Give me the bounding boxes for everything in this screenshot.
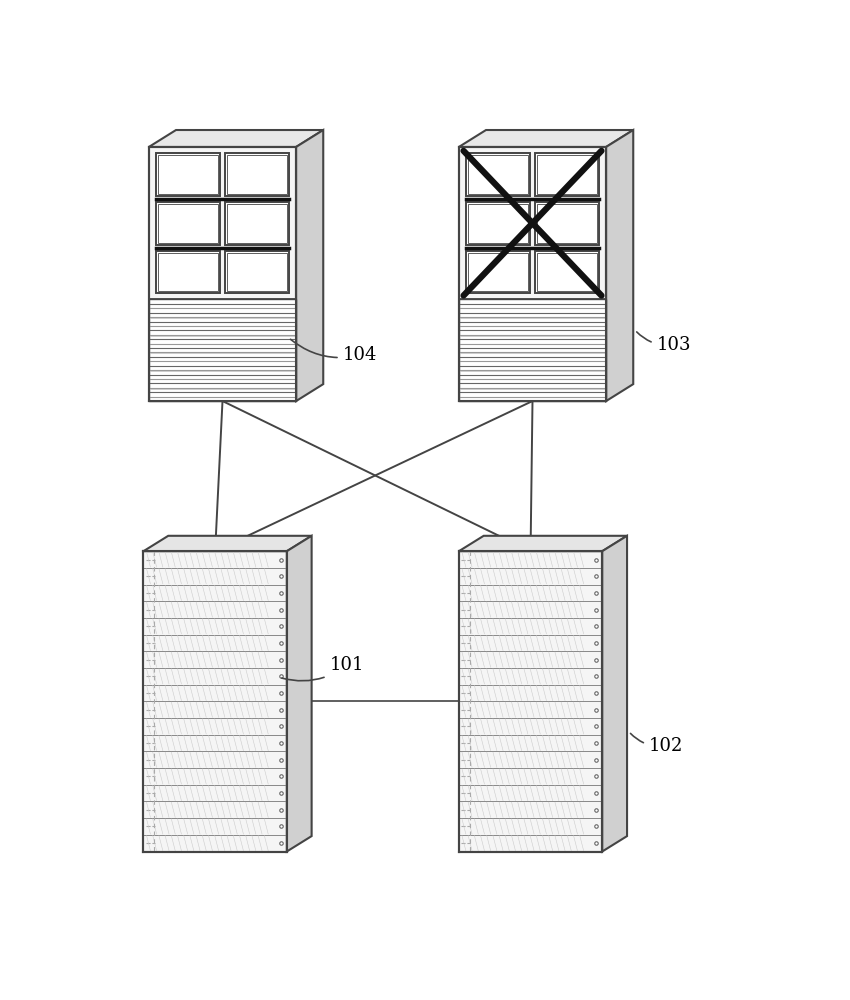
Polygon shape <box>467 251 530 293</box>
Polygon shape <box>459 551 603 852</box>
Polygon shape <box>144 536 312 551</box>
Text: 103: 103 <box>637 332 691 354</box>
Polygon shape <box>149 299 296 401</box>
Polygon shape <box>459 147 606 401</box>
Polygon shape <box>156 251 219 293</box>
Polygon shape <box>459 536 627 551</box>
Polygon shape <box>467 153 530 196</box>
Polygon shape <box>228 204 286 243</box>
Polygon shape <box>158 253 218 291</box>
Polygon shape <box>537 204 597 243</box>
Text: 101: 101 <box>281 656 364 681</box>
Polygon shape <box>536 153 598 196</box>
Polygon shape <box>228 155 286 194</box>
Polygon shape <box>225 153 289 196</box>
Polygon shape <box>144 551 286 852</box>
Polygon shape <box>606 130 633 401</box>
Polygon shape <box>296 130 323 401</box>
Polygon shape <box>149 130 323 147</box>
Polygon shape <box>468 253 528 291</box>
Polygon shape <box>156 202 219 245</box>
Polygon shape <box>158 204 218 243</box>
Polygon shape <box>149 147 296 401</box>
Polygon shape <box>536 251 598 293</box>
Polygon shape <box>286 536 312 852</box>
Polygon shape <box>225 202 289 245</box>
Text: 104: 104 <box>291 339 377 364</box>
Polygon shape <box>158 155 218 194</box>
Polygon shape <box>603 536 627 852</box>
Polygon shape <box>537 253 597 291</box>
Polygon shape <box>536 202 598 245</box>
Text: 102: 102 <box>631 733 683 755</box>
Polygon shape <box>468 204 528 243</box>
Polygon shape <box>156 153 219 196</box>
Polygon shape <box>228 253 286 291</box>
Polygon shape <box>459 299 606 401</box>
Polygon shape <box>468 155 528 194</box>
Polygon shape <box>225 251 289 293</box>
Polygon shape <box>459 130 633 147</box>
Polygon shape <box>467 202 530 245</box>
Polygon shape <box>537 155 597 194</box>
